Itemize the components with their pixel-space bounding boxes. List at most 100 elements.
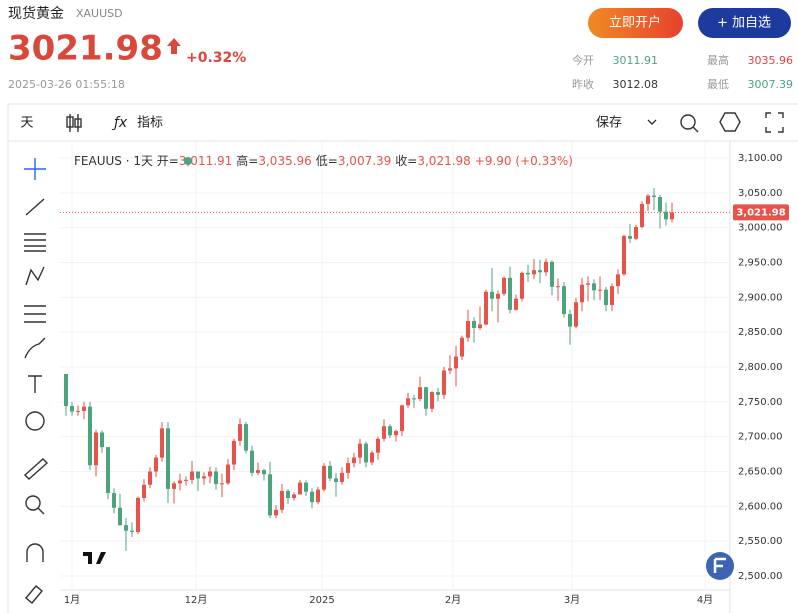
emoji-tool[interactable]	[25, 411, 45, 431]
candle-body	[256, 470, 260, 473]
last-price-label: 3,021.98	[736, 207, 785, 218]
y-tick-label: 3,000.00	[738, 223, 783, 234]
add-watch-button[interactable]: + 加自选	[698, 8, 791, 38]
candle-body	[196, 471, 200, 479]
candle-body	[412, 398, 416, 400]
candle-body	[340, 472, 344, 482]
candle-body	[202, 476, 206, 479]
save-button[interactable]: 保存	[596, 116, 622, 131]
chart-legend: FEAUUS · 1天 开=3,011.91 高=3,035.96 低=3,007.…	[74, 153, 573, 168]
change: +0.32%	[186, 50, 246, 66]
candle-body	[514, 298, 518, 310]
candle-body	[454, 356, 458, 369]
candle-body	[526, 272, 530, 275]
y-tick-label: 2,850.00	[738, 327, 783, 338]
forecast-tool[interactable]	[24, 305, 46, 323]
y-tick-label: 2,550.00	[738, 536, 783, 547]
candle-body	[76, 410, 80, 412]
y-tick-label: 2,950.00	[738, 258, 783, 269]
ruler-tool[interactable]	[23, 458, 49, 480]
stat-value: 3011.91	[613, 54, 659, 67]
candle-body	[148, 471, 152, 485]
up-arrow	[167, 38, 181, 54]
status-dot	[184, 157, 192, 165]
candle-body	[430, 392, 434, 409]
tv-logo	[78, 545, 108, 569]
y-tick-label: 2,900.00	[738, 292, 783, 303]
x-tick-label: 2025	[309, 595, 334, 606]
candle-body	[220, 483, 224, 485]
lock-tool[interactable]	[25, 585, 43, 604]
candle-body	[556, 286, 560, 288]
stat-value: 3035.96	[748, 54, 794, 67]
candle-body	[442, 370, 446, 395]
candle-body	[328, 465, 332, 479]
x-tick-label: 4月	[697, 594, 713, 606]
candles	[60, 187, 730, 551]
candle-body	[508, 277, 512, 310]
candle-body	[592, 283, 596, 291]
candle-body	[214, 471, 218, 485]
brush-tool[interactable]	[24, 337, 46, 359]
line-tool[interactable]	[25, 198, 45, 216]
button-bg	[698, 8, 791, 38]
indicators-button[interactable]: 指标	[137, 116, 163, 131]
candle-body	[490, 291, 494, 299]
save-dropdown[interactable]	[647, 119, 657, 125]
candle-body	[106, 447, 110, 494]
candle-body	[550, 261, 554, 287]
crosshair-tool[interactable]	[24, 158, 46, 180]
open-account-button[interactable]: 立即开户	[588, 8, 683, 38]
candle-body	[436, 392, 440, 395]
legend-label: 低=	[316, 154, 338, 168]
y-tick-label: 2,600.00	[738, 501, 783, 512]
fullscreen-button[interactable]	[765, 112, 784, 133]
stat-value: 3007.39	[748, 78, 794, 91]
fib-tool[interactable]	[24, 233, 46, 252]
x-tick-label: 12月	[185, 594, 208, 606]
candle-body	[406, 398, 410, 406]
candle-body	[274, 509, 278, 516]
y-tick-label: 2,750.00	[738, 397, 783, 408]
settings-button[interactable]	[719, 112, 741, 132]
y-tick-label: 2,800.00	[738, 362, 783, 373]
candle-body	[520, 272, 524, 299]
candle-body	[334, 478, 338, 482]
watermark-logo	[706, 552, 734, 580]
stat-label: 今开	[572, 53, 594, 67]
alert-button[interactable]	[680, 114, 699, 133]
candle-body	[394, 431, 398, 436]
candle-body	[634, 226, 638, 239]
candle-body	[292, 494, 296, 498]
candle-body	[178, 480, 182, 484]
text-tool[interactable]	[28, 375, 42, 393]
candle-body	[388, 426, 392, 436]
candle-body	[88, 406, 92, 466]
interval-button[interactable]: 天	[20, 116, 33, 131]
candle-body	[616, 274, 620, 287]
button-label: + 加自选	[717, 16, 771, 31]
x-tick-label: 2月	[445, 594, 461, 606]
candle-body	[232, 440, 236, 465]
candle-body	[280, 491, 284, 510]
magnet-tool[interactable]	[26, 543, 44, 562]
candle-type-button[interactable]	[66, 114, 82, 132]
candle-body	[652, 195, 656, 198]
price: 3021.98	[8, 29, 163, 69]
stat-label: 最低	[707, 78, 729, 91]
candle-body	[628, 236, 632, 239]
legend-change: +9.90 (+0.33%)	[475, 154, 573, 168]
candle-body	[580, 284, 584, 303]
candle-body	[286, 491, 290, 498]
candle-body	[82, 406, 86, 411]
candle-body	[448, 368, 452, 371]
legend-label: 收=	[395, 154, 417, 168]
zoom-tool[interactable]	[25, 495, 45, 515]
candle-body	[100, 432, 104, 448]
x-tick-label: 1月	[64, 594, 80, 606]
candle-body	[310, 491, 314, 503]
candle-body	[466, 321, 470, 338]
y-tick-label: 2,650.00	[738, 467, 783, 478]
pattern-tool[interactable]	[25, 266, 45, 286]
candle-body	[664, 211, 668, 220]
